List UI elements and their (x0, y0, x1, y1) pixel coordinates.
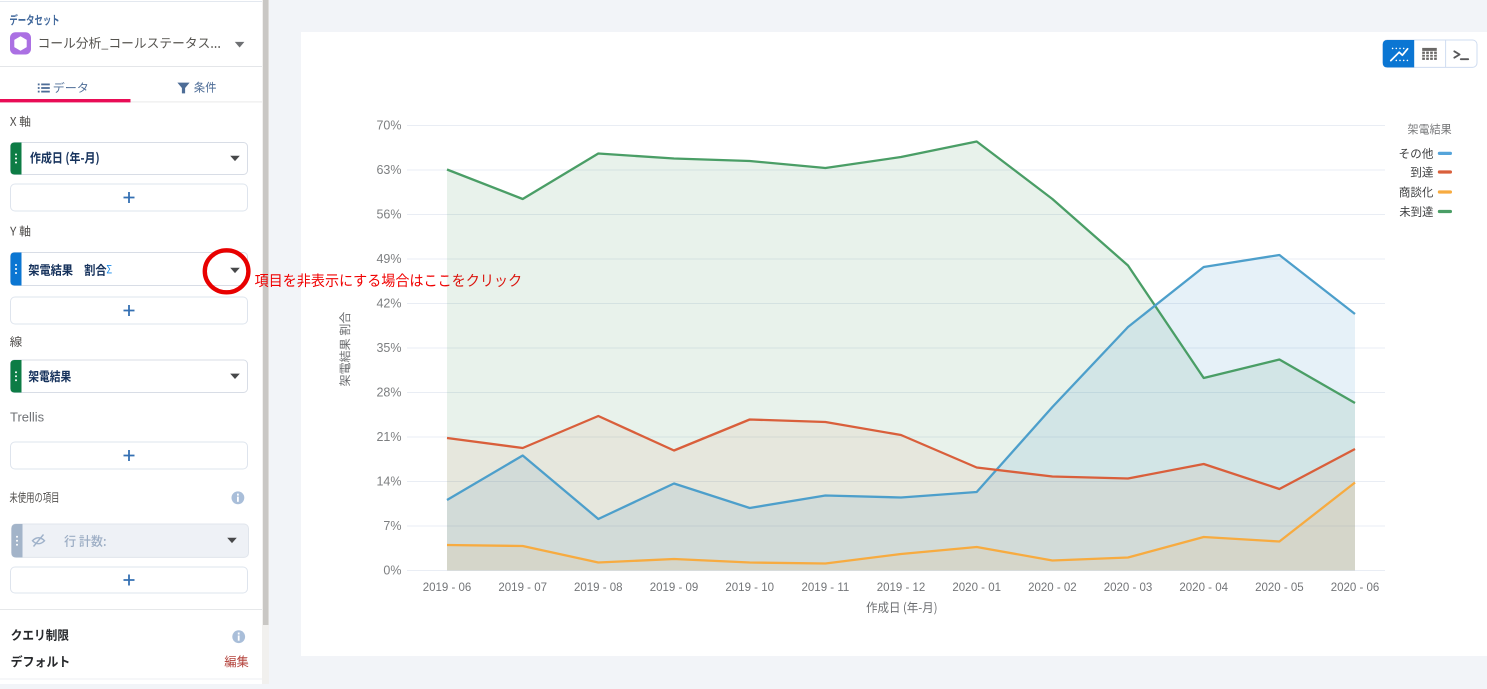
svg-text:35%: 35% (376, 341, 401, 355)
svg-text:2020 - 02: 2020 - 02 (1028, 582, 1077, 594)
svg-text:2019 - 10: 2019 - 10 (725, 582, 774, 594)
svg-text:2020 - 05: 2020 - 05 (1255, 582, 1304, 594)
svg-text:42%: 42% (376, 297, 401, 311)
svg-text:2020 - 06: 2020 - 06 (1331, 582, 1380, 594)
svg-text:2019 - 12: 2019 - 12 (877, 582, 926, 594)
svg-text:28%: 28% (376, 386, 401, 400)
svg-text:21%: 21% (376, 430, 401, 444)
svg-text:56%: 56% (376, 208, 401, 222)
svg-text:2019 - 08: 2019 - 08 (574, 582, 623, 594)
svg-text:2019 - 06: 2019 - 06 (423, 582, 472, 594)
svg-text:2020 - 01: 2020 - 01 (952, 582, 1001, 594)
svg-text:63%: 63% (376, 163, 401, 177)
svg-text:2020 - 04: 2020 - 04 (1179, 582, 1228, 594)
svg-text:Trellis: Trellis (10, 409, 45, 424)
svg-text:2019 - 11: 2019 - 11 (802, 582, 850, 594)
svg-text:2019 - 09: 2019 - 09 (650, 582, 699, 594)
svg-text:2019 - 07: 2019 - 07 (498, 582, 547, 594)
svg-text:14%: 14% (376, 475, 401, 489)
svg-text:70%: 70% (376, 119, 401, 133)
svg-text:0%: 0% (383, 564, 401, 578)
svg-text:49%: 49% (376, 252, 401, 266)
svg-text:2020 - 03: 2020 - 03 (1104, 582, 1153, 594)
svg-text:7%: 7% (383, 519, 401, 533)
